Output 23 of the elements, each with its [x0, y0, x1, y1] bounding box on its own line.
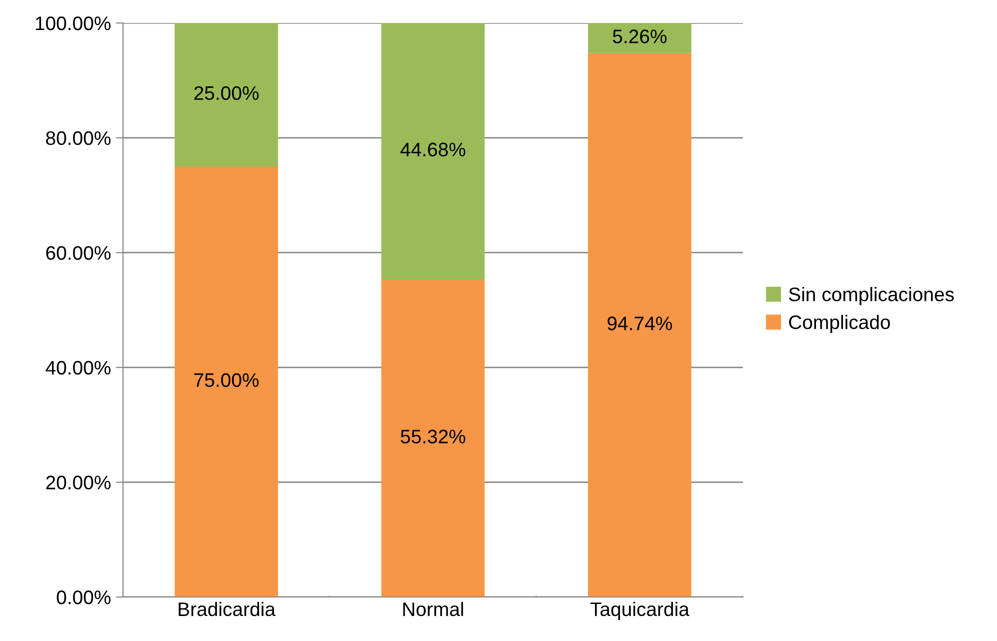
y-tick-label: 100.00% [36, 16, 111, 30]
x-tick-label: Bradicardia [178, 602, 276, 616]
y-tick-label: 60.00% [46, 246, 111, 260]
bar [174, 23, 278, 166]
bar [588, 53, 692, 597]
data-label: 25.00% [194, 86, 259, 100]
y-tick-label: 0.00% [56, 590, 111, 604]
legend-label: Sin complicaciones [788, 287, 954, 306]
data-label: 5.26% [612, 30, 667, 44]
data-label: 75.00% [194, 373, 259, 387]
legend-label: Complicado [789, 314, 890, 333]
x-tick-label: Normal [403, 602, 464, 616]
data-label: 44.68% [400, 142, 466, 156]
bar [381, 23, 485, 280]
y-tick-label: 20.00% [46, 476, 111, 490]
x-tick-label: Taquicardia [590, 602, 690, 620]
bar [174, 166, 278, 597]
data-label: 55.32% [400, 430, 466, 444]
data-label: 94.74% [608, 316, 672, 330]
y-tick-label: 80.00% [46, 131, 111, 146]
y-tick-label: 40.00% [46, 360, 111, 375]
bar [588, 23, 692, 54]
bar [381, 279, 485, 597]
